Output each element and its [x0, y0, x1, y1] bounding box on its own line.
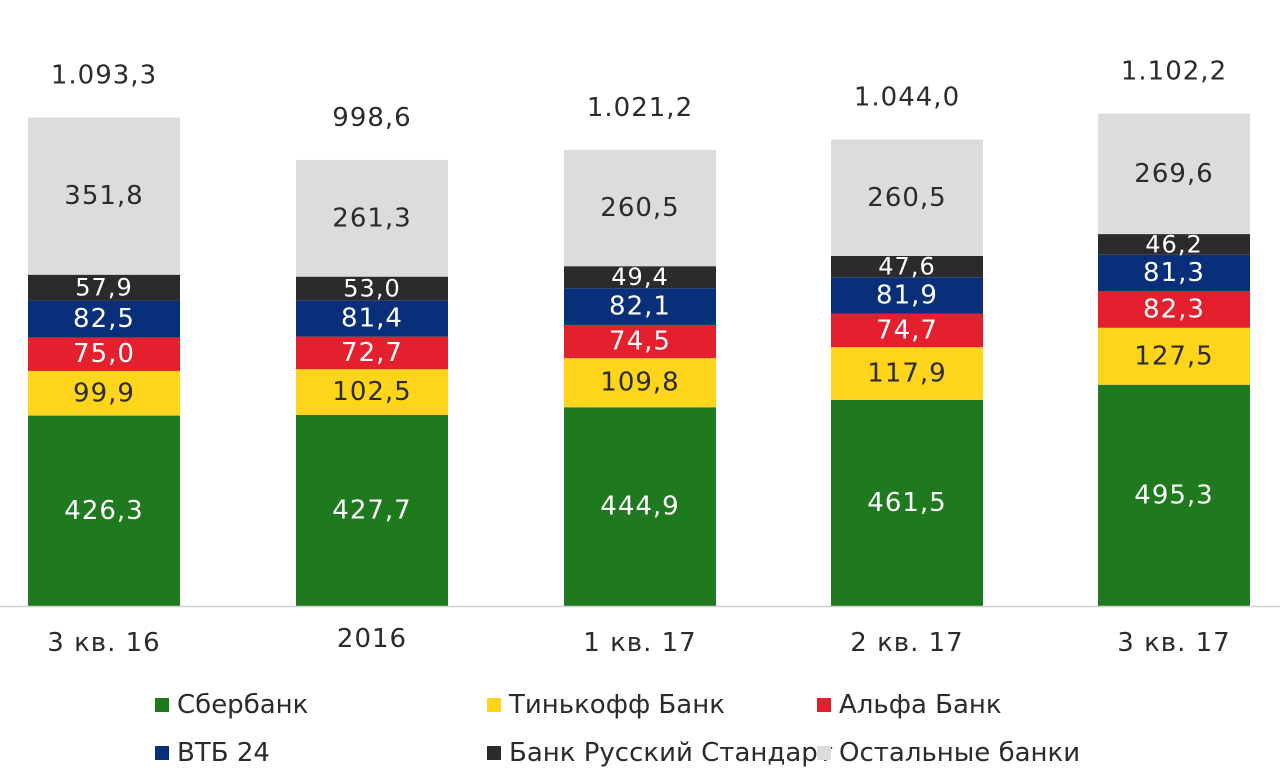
- legend-label: Сбербанк: [177, 690, 309, 720]
- data-label: 351,8: [64, 181, 143, 211]
- x-tick-label: 2 кв. 17: [850, 628, 963, 658]
- total-label: 1.102,2: [1121, 57, 1227, 87]
- data-label: 427,7: [332, 495, 411, 525]
- legend-swatch: [487, 746, 501, 760]
- bar-segment: [296, 300, 448, 337]
- bar-segment: [28, 337, 180, 371]
- data-label: 261,3: [332, 203, 411, 233]
- data-label: 426,3: [64, 496, 143, 526]
- legend-label: Остальные банки: [839, 738, 1081, 768]
- legend-item: Банк Русский Стандарт: [487, 738, 833, 768]
- data-label: 53,0: [343, 274, 400, 302]
- bar-segment: [831, 139, 983, 256]
- bar-segment: [564, 324, 716, 359]
- x-tick-label: 3 кв. 17: [1117, 628, 1230, 658]
- legend-item: Сбербанк: [155, 690, 308, 720]
- total-label: 998,6: [332, 103, 411, 133]
- bar-segment: [1098, 113, 1250, 235]
- bar-segment: [831, 277, 983, 314]
- bar-segment: [1098, 291, 1250, 328]
- data-label: 260,5: [867, 183, 946, 213]
- data-label: 117,9: [867, 359, 946, 389]
- legend-label: Тинькофф Банк: [509, 690, 725, 720]
- bar-segment: [564, 266, 716, 289]
- data-label: 49,4: [611, 263, 668, 291]
- data-label: 102,5: [332, 377, 411, 407]
- data-label: 74,7: [876, 316, 938, 346]
- legend-swatch: [817, 698, 831, 712]
- total-label: 1.021,2: [587, 93, 693, 123]
- data-label: 109,8: [600, 368, 679, 398]
- bar-segment: [1098, 234, 1250, 255]
- data-label: 269,6: [1134, 159, 1213, 189]
- data-label: 57,9: [75, 274, 132, 302]
- data-label: 46,2: [1145, 230, 1202, 258]
- bar-segment: [28, 300, 180, 338]
- bar-segment: [1098, 327, 1250, 385]
- bar-segment: [296, 369, 448, 415]
- bar-segment: [1098, 254, 1250, 292]
- bar-segment: [28, 415, 180, 606]
- data-label: 127,5: [1134, 341, 1213, 371]
- bar-segment: [831, 399, 983, 606]
- data-label: 495,3: [1134, 480, 1213, 510]
- legend-label: ВТБ 24: [177, 738, 270, 768]
- legend-swatch: [155, 746, 169, 760]
- total-label: 1.044,0: [854, 83, 960, 113]
- data-label: 72,7: [341, 338, 403, 368]
- data-label: 81,9: [876, 281, 938, 311]
- x-tick-label: 2016: [337, 624, 407, 654]
- legend-item: Остальные банки: [817, 738, 1080, 768]
- bar-segment: [831, 313, 983, 348]
- data-label: 260,5: [600, 193, 679, 223]
- legend-swatch: [817, 746, 831, 760]
- bar-segment: [831, 255, 983, 278]
- legend-label: Банк Русский Стандарт: [509, 738, 833, 768]
- legend-label: Альфа Банк: [839, 690, 1002, 720]
- bar-segment: [564, 149, 716, 267]
- data-label: 75,0: [73, 339, 135, 369]
- data-label: 82,3: [1143, 294, 1205, 324]
- legend-item: ВТБ 24: [155, 738, 270, 768]
- data-label: 444,9: [600, 492, 679, 522]
- data-label: 99,9: [73, 378, 135, 408]
- data-label: 74,5: [609, 327, 671, 357]
- bar-segment: [28, 274, 180, 301]
- data-label: 82,5: [73, 304, 135, 334]
- bar-segment: [564, 358, 716, 408]
- data-label: 461,5: [867, 488, 946, 518]
- legend-item: Альфа Банк: [817, 690, 1002, 720]
- data-label: 47,6: [878, 253, 935, 281]
- bar-segment: [831, 347, 983, 400]
- bar-segment: [564, 288, 716, 325]
- legend-item: Тинькофф Банк: [487, 690, 725, 720]
- total-label: 1.093,3: [51, 61, 157, 91]
- stacked-bar-chart: 426,3 99,9 75,0 82,557,9 351,8 1.093,3 3 кв. 1…: [0, 57, 1280, 658]
- bar-segment: [28, 370, 180, 416]
- legend-swatch: [155, 698, 169, 712]
- bar-segment: [296, 276, 448, 301]
- data-label: 81,3: [1143, 258, 1205, 288]
- bar-segment: [28, 117, 180, 275]
- bar-segment: [1098, 384, 1250, 606]
- bar-segment: [296, 336, 448, 370]
- bar-segment: [296, 159, 448, 277]
- bar-segment: [564, 407, 716, 606]
- data-label: 82,1: [609, 292, 671, 322]
- legend-swatch: [487, 698, 501, 712]
- x-tick-label: 1 кв. 17: [583, 628, 696, 658]
- x-tick-label: 3 кв. 16: [47, 628, 160, 658]
- bar-segment: [296, 414, 448, 606]
- data-label: 81,4: [341, 304, 403, 334]
